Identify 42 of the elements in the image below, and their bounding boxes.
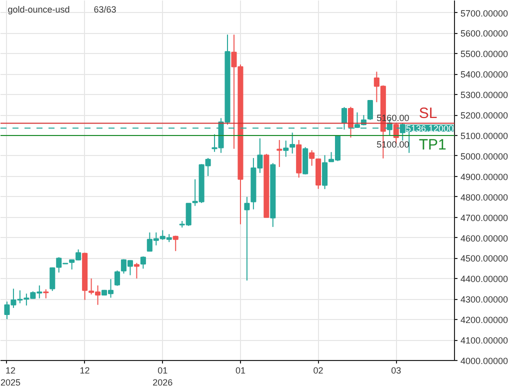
y-tick-label: 5400.00000 <box>460 70 508 80</box>
candlestick <box>172 235 178 252</box>
y-tick-label: 5500.00000 <box>460 49 508 60</box>
y-tick-label: 4500.00000 <box>460 254 508 264</box>
x-tick-label: 02 <box>313 366 324 376</box>
ref-line-label: TP1 <box>418 136 446 154</box>
candlestick <box>244 196 250 282</box>
y-tick-label: 4600.00000 <box>460 233 508 244</box>
candlestick <box>367 100 373 120</box>
y-tick-label: 4400.00000 <box>460 274 508 284</box>
candlestick <box>134 262 140 279</box>
y-tick-label: 5700.00000 <box>460 8 508 18</box>
y-tick-label: 5100.00000 <box>460 131 508 141</box>
candlestick <box>276 140 282 168</box>
candlestick <box>348 106 354 138</box>
y-tick-label: 5300.00000 <box>460 90 508 100</box>
candlestick <box>290 132 296 154</box>
ref-line-label: SL <box>418 105 438 122</box>
candlestick <box>114 270 120 286</box>
y-tick-label: 4800.00000 <box>460 192 508 202</box>
candlestick <box>322 154 328 190</box>
y-tick-label: 4300.00000 <box>460 294 508 305</box>
x-tick-label: 01 2026 <box>152 366 173 388</box>
y-tick-label: 4100.00000 <box>460 336 508 346</box>
y-tick-label: 5600.00000 <box>460 28 508 39</box>
candlestick <box>309 150 315 166</box>
candlestick <box>283 140 289 158</box>
x-tick-label: 03 <box>391 366 402 376</box>
y-tick-label: 4700.00000 <box>460 212 508 223</box>
y-tick-label: 4000.00000 <box>460 356 508 366</box>
candlestick <box>140 256 146 270</box>
x-tick-label: 12 2025 <box>0 366 21 388</box>
x-tick-label: 01 <box>235 366 246 376</box>
y-tick-label: 4900.00000 <box>460 172 508 182</box>
text: gold-ounce-usd <box>8 4 70 14</box>
y-tick-label: 4200.00000 <box>460 315 508 326</box>
y-tick-label: 5200.00000 <box>460 110 508 121</box>
candlestick <box>50 266 56 292</box>
x-tick-label: 12 <box>80 366 90 376</box>
text: 63/63 <box>94 4 116 14</box>
ref-line-label: 5136.12000 <box>406 124 454 134</box>
y-tick-label: 5000.00000 <box>460 151 508 162</box>
